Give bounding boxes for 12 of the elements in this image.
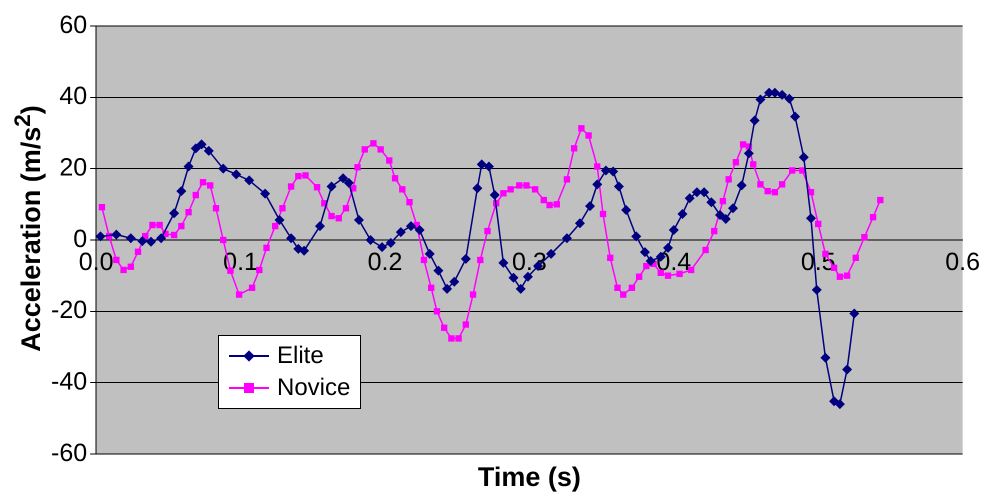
legend-label: Novice [277, 373, 350, 403]
y-tick-label: 0 [73, 224, 88, 253]
y-tick-label: -40 [50, 368, 88, 396]
y-tick-label: 20 [59, 154, 88, 182]
y-tick-label: -20 [50, 296, 88, 324]
y-tick-label: -60 [50, 438, 88, 467]
legend-label: Elite [277, 341, 324, 371]
x-tick-label: 0.2 [368, 248, 402, 276]
x-axis-title: Time (s) [478, 462, 581, 492]
x-tick-label: 0.6 [945, 248, 980, 276]
y-tick-label: 60 [59, 10, 88, 39]
y-tick-label: 40 [59, 82, 88, 110]
